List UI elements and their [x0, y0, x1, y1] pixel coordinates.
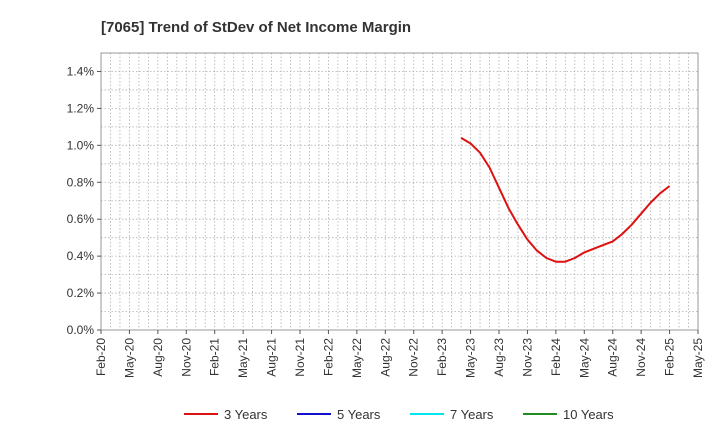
x-tick-label: Aug-20	[151, 338, 165, 377]
x-tick-label: Nov-21	[293, 338, 307, 377]
y-tick-label: 0.0%	[67, 323, 95, 337]
x-tick-label: May-23	[464, 338, 478, 378]
x-tick-label: May-20	[122, 338, 136, 378]
x-tick-label: Nov-22	[407, 338, 421, 377]
x-tick-label: May-21	[236, 338, 250, 378]
x-axis: Feb-20 May-20 Aug-20 Nov-20 Feb-21 May-21 Aug-…	[94, 330, 705, 378]
x-tick-label: Feb-25	[663, 338, 677, 376]
y-tick-label: 0.2%	[67, 286, 95, 300]
x-tick-label: Aug-22	[378, 338, 392, 377]
x-tick-label: Aug-24	[606, 338, 620, 377]
series-line-1	[460, 137, 671, 263]
x-tick-label: Feb-24	[549, 338, 563, 376]
legend: 3 Years 5 Years 7 Years 10 Years	[184, 407, 614, 422]
x-tick-label: Nov-20	[179, 338, 193, 377]
x-tick-label: Nov-23	[520, 338, 534, 377]
x-tick-label: Feb-23	[435, 338, 449, 376]
y-tick-label: 0.6%	[67, 212, 95, 226]
x-tick-label: Feb-22	[321, 338, 335, 376]
x-tick-label: Feb-20	[94, 338, 108, 376]
y-axis: 0.0% 0.2% 0.4% 0.6% 0.8% 1.0% 1.2% 1.4%	[67, 64, 101, 337]
x-tick-label: Nov-24	[634, 338, 648, 377]
legend-label-4: 10 Years	[563, 407, 614, 422]
grid	[100, 52, 699, 331]
legend-label-2: 5 Years	[337, 407, 381, 422]
series-lines	[460, 137, 671, 263]
x-tick-label: Aug-23	[492, 338, 506, 377]
y-tick-label: 0.8%	[67, 175, 95, 189]
y-tick-label: 1.0%	[67, 138, 95, 152]
x-tick-label: Feb-21	[208, 338, 222, 376]
x-tick-label: May-22	[350, 338, 364, 378]
x-tick-label: May-25	[691, 338, 705, 378]
x-tick-label: May-24	[577, 338, 591, 378]
y-tick-label: 0.4%	[67, 249, 95, 263]
y-tick-label: 1.2%	[67, 101, 95, 115]
plot-area	[100, 52, 699, 331]
y-tick-label: 1.4%	[67, 64, 95, 78]
chart-title: [7065] Trend of StDev of Net Income Marg…	[101, 19, 411, 36]
x-tick-label: Aug-21	[265, 338, 279, 377]
legend-label-3: 7 Years	[450, 407, 494, 422]
legend-label-1: 3 Years	[224, 407, 268, 422]
